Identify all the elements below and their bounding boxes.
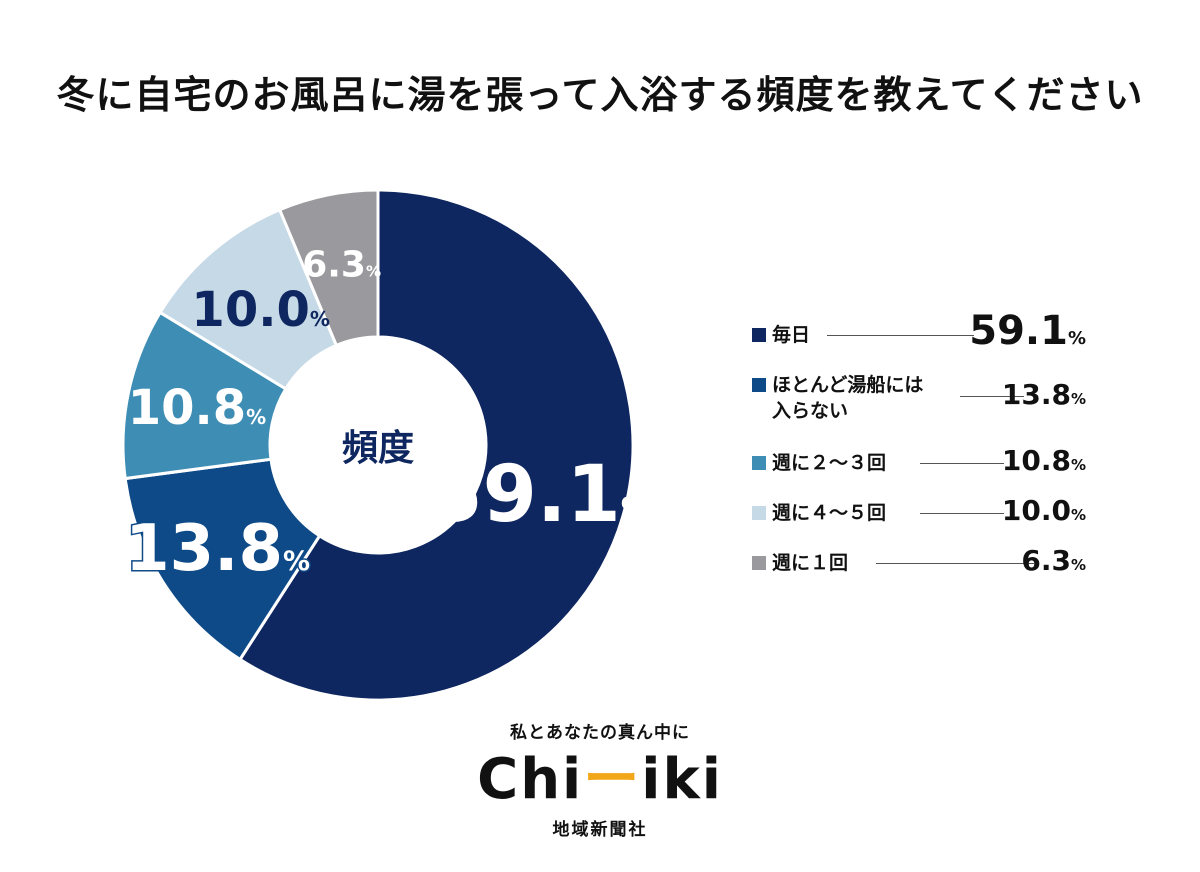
slice-data-label: 59.1% <box>428 450 654 540</box>
company-logo: 私とあなたの真ん中に Chiーiki 地域新聞社 <box>430 718 770 840</box>
legend-label: 毎日 <box>772 324 811 346</box>
donut-slice <box>158 207 339 391</box>
legend-swatch <box>752 378 766 392</box>
slice-data-label: 13.8% <box>125 512 310 586</box>
center-label: 頻度 <box>342 428 414 469</box>
legend-label: 週に１回 <box>772 552 849 574</box>
legend-swatch <box>752 456 766 470</box>
donut-slice <box>123 457 322 662</box>
donut-chart: 59.1% 13.8% 10.8% 10.0%6.3% 頻度 <box>121 188 654 702</box>
logo-wordmark-left: Chi <box>477 747 584 812</box>
legend-leader-line <box>827 335 974 336</box>
donut-slice <box>121 310 288 481</box>
legend-label: 週に２〜３回 <box>772 452 887 474</box>
slice-data-label: 10.0% <box>191 282 329 338</box>
chart-title: 冬に自宅のお風呂に湯を張って入浴する頻度を教えてください <box>56 73 1144 117</box>
legend-leader-line <box>876 563 1034 564</box>
legend-swatch <box>752 556 766 570</box>
legend-value: 6.3% <box>1021 544 1086 577</box>
logo-wordmark: Chiーiki <box>430 749 770 811</box>
legend-leader-line <box>920 463 1004 464</box>
legend-swatch <box>752 328 766 342</box>
legend-label: 週に４〜５回 <box>772 502 887 524</box>
logo-company-name: 地域新聞社 <box>552 820 648 840</box>
legend-swatch <box>752 506 766 520</box>
logo-wordmark-right: iki <box>641 747 723 812</box>
donut-slice <box>237 188 635 702</box>
legend-value: 59.1% <box>969 308 1086 354</box>
logo-tagline: 私とあなたの真ん中に <box>510 723 690 743</box>
legend-leader-line <box>920 513 1004 514</box>
slice-data-label: 6.3% <box>302 245 381 286</box>
legend-label: ほとんど湯船には 入らない <box>772 374 924 422</box>
legend-value: 10.8% <box>1001 444 1086 477</box>
legend-leader-line <box>960 396 1024 397</box>
logo-wordmark-arc: ー <box>583 747 642 812</box>
legend-value: 10.0% <box>1001 494 1086 527</box>
slice-data-label: 10.8% <box>128 380 266 436</box>
donut-slice <box>277 188 380 348</box>
legend-value: 13.8% <box>1001 378 1086 411</box>
